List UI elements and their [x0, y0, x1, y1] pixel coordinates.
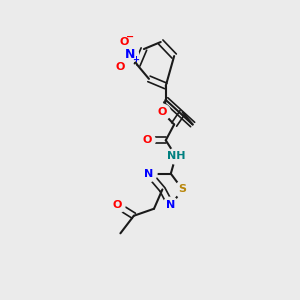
Circle shape	[175, 182, 190, 197]
Circle shape	[163, 197, 179, 213]
Text: O: O	[119, 37, 128, 47]
Text: O: O	[158, 107, 167, 117]
Circle shape	[122, 46, 139, 62]
Text: N: N	[144, 169, 154, 178]
Circle shape	[112, 58, 128, 75]
Text: O: O	[142, 135, 152, 145]
Circle shape	[168, 148, 184, 164]
Text: S: S	[178, 184, 187, 194]
Circle shape	[109, 197, 125, 213]
Text: −: −	[126, 32, 134, 42]
Circle shape	[139, 132, 155, 148]
Circle shape	[154, 104, 170, 120]
Text: N: N	[166, 200, 176, 210]
Text: N: N	[125, 48, 136, 61]
Text: NH: NH	[167, 151, 185, 161]
Text: O: O	[112, 200, 122, 210]
Circle shape	[141, 166, 157, 182]
Circle shape	[116, 34, 132, 50]
Text: +: +	[132, 55, 139, 64]
Text: O: O	[116, 61, 125, 72]
